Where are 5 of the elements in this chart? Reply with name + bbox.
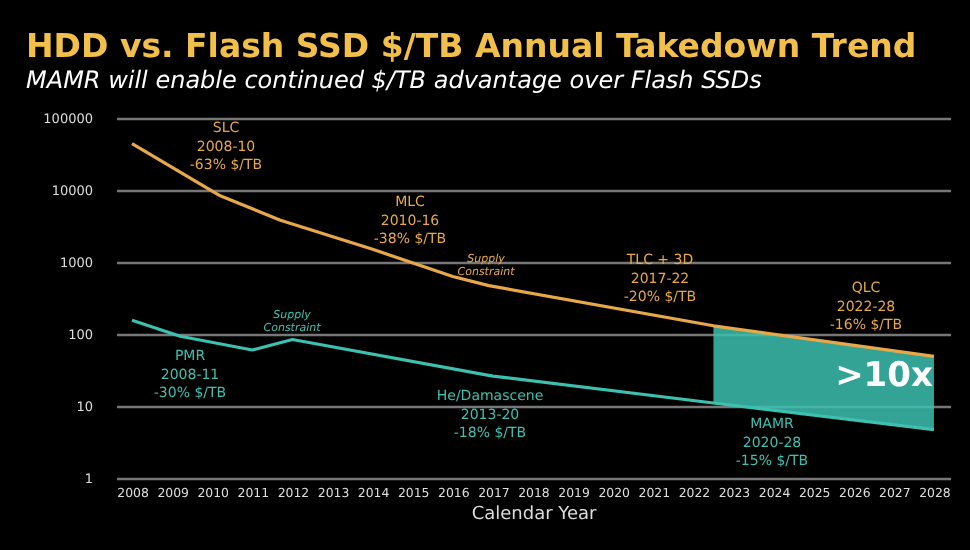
annotation: >10x — [835, 356, 933, 396]
chart-subtitle: MAMR will enable continued $/TB advantage over Flash SSDs — [26, 66, 762, 94]
chart-title: HDD vs. Flash SSD $/TB Annual Takedown Trend — [26, 27, 917, 65]
x-axis-title: Calendar Year — [471, 505, 597, 526]
line-series — [130, 142, 936, 358]
